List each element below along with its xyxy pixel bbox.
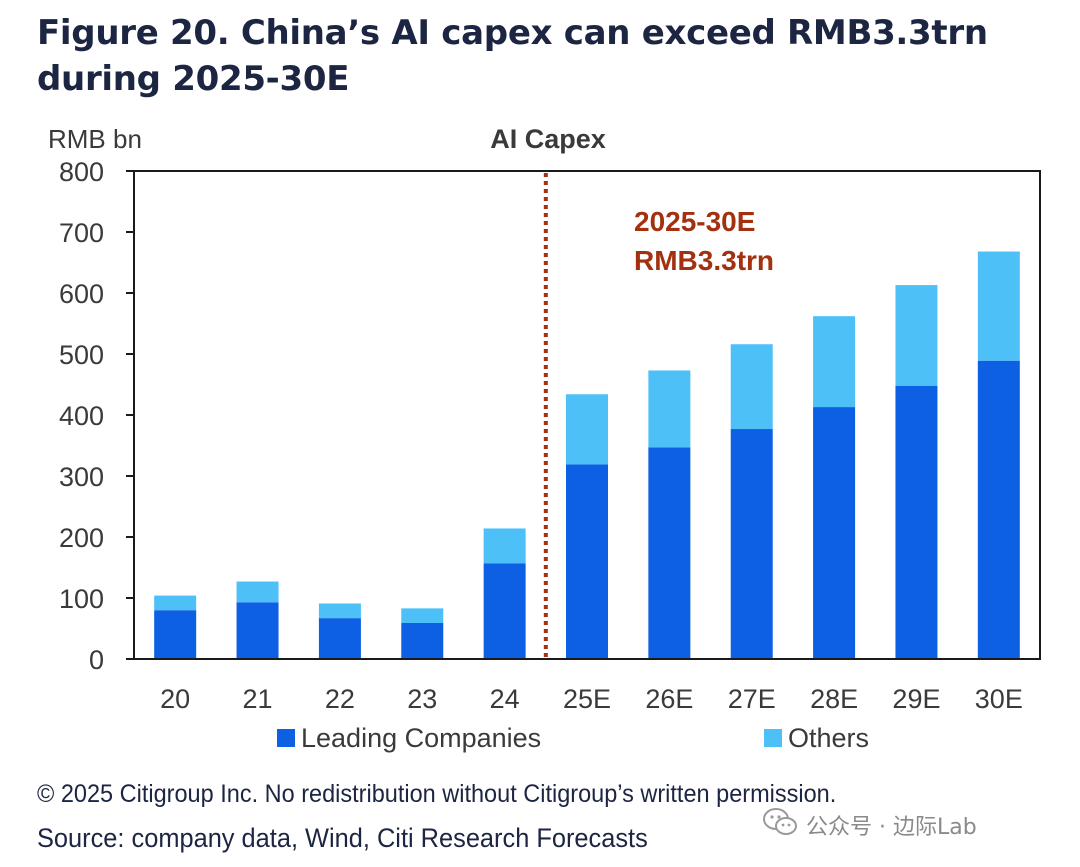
source-note: Source: company data, Wind, Citi Researc… [37, 823, 648, 853]
bar-others-24 [483, 528, 526, 564]
bar-leading-companies-30e [977, 360, 1020, 659]
x-tick-label: 21 [243, 684, 273, 714]
legend-label-leading-companies: Leading Companies [301, 723, 541, 753]
x-tick-label: 20 [160, 684, 190, 714]
bar-others-30e [977, 251, 1020, 361]
x-tick-label: 25E [563, 684, 611, 714]
wechat-icon [762, 807, 798, 843]
bar-leading-companies-21 [236, 602, 279, 659]
x-tick-label: 24 [490, 684, 520, 714]
x-tick-label: 27E [728, 684, 776, 714]
y-tick-label: 100 [59, 584, 104, 614]
bar-leading-companies-23 [401, 623, 444, 659]
bar-leading-companies-25e [566, 464, 608, 659]
y-tick-label: 500 [59, 340, 104, 370]
x-tick-label: 22 [325, 684, 355, 714]
y-tick-label: 300 [59, 462, 104, 492]
y-tick-label: 600 [59, 279, 104, 309]
bar-others-21 [236, 581, 279, 603]
x-tick-label: 28E [810, 684, 858, 714]
x-tick-label: 23 [407, 684, 437, 714]
x-tick-label: 26E [645, 684, 693, 714]
bar-leading-companies-22 [318, 618, 361, 659]
x-tick-label: 30E [975, 684, 1023, 714]
y-tick-label: 200 [59, 523, 104, 553]
legend-swatch-leading-companies [277, 729, 295, 747]
y-tick-label: 800 [59, 157, 104, 187]
y-axis-label: RMB bn [48, 124, 142, 154]
bar-leading-companies-28e [813, 407, 856, 659]
bar-leading-companies-24 [483, 563, 526, 659]
bar-others-20 [154, 595, 197, 611]
watermark-text: 公众号 · 边际Lab [806, 815, 977, 840]
bar-leading-companies-27e [730, 429, 773, 659]
bar-others-28e [813, 316, 856, 408]
bar-others-22 [318, 603, 361, 619]
stacked-bar-chart: RMB bn AI Capex 0 100 200 300 400 500 600 700 80… [48, 124, 1041, 753]
bar-leading-companies-26e [648, 447, 691, 659]
y-tick-label: 400 [59, 401, 104, 431]
plot-area-frame [133, 170, 1041, 660]
legend-label-others: Others [788, 723, 869, 753]
bar-others-23 [401, 608, 444, 624]
y-tick-label: 0 [89, 645, 104, 675]
bar-leading-companies-20 [154, 610, 197, 659]
chart-title: AI Capex [490, 124, 606, 154]
watermark: 公众号 · 边际Lab [762, 808, 977, 842]
copyright-notice: © 2025 Citigroup Inc. No redistribution … [37, 780, 837, 808]
x-tick-label: 29E [892, 684, 940, 714]
bar-others-29e [895, 285, 938, 386]
forecast-annotation-total: RMB3.3trn [634, 245, 774, 276]
bar-others-25e [566, 394, 608, 465]
figure-title: Figure 20. China’s AI capex can exceed R… [37, 13, 988, 99]
legend-swatch-others [764, 729, 782, 747]
bar-leading-companies-29e [895, 385, 938, 659]
y-tick-label: 700 [59, 218, 104, 248]
bar-others-27e [730, 344, 773, 430]
forecast-annotation-period: 2025-30E [634, 206, 755, 237]
bar-others-26e [648, 370, 691, 448]
